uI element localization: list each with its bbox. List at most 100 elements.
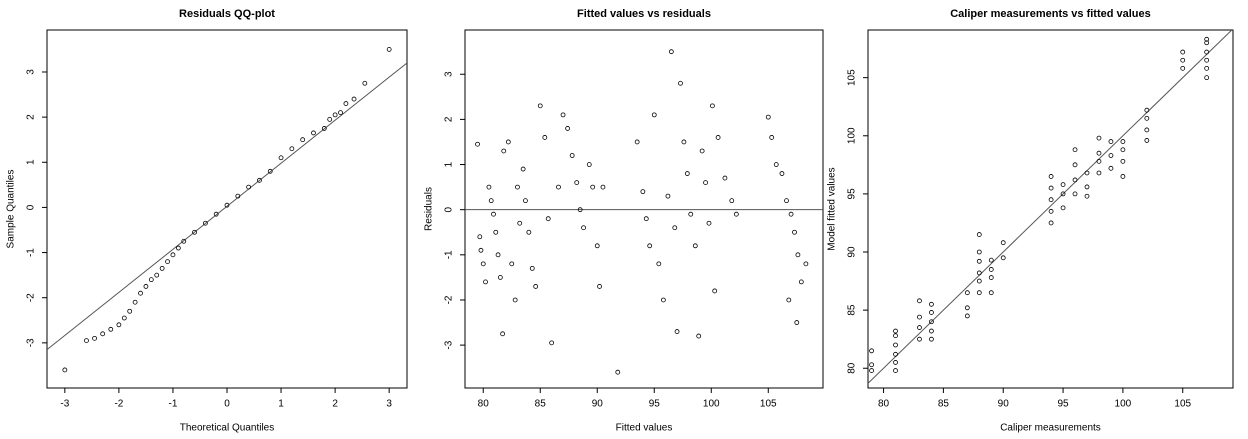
point: [224, 202, 230, 208]
point: [486, 184, 492, 190]
point: [917, 336, 922, 342]
point: [537, 103, 543, 109]
point: [1204, 36, 1210, 42]
x-tick-label: 80: [478, 399, 490, 410]
x-tick-label: 85: [938, 399, 950, 410]
point: [674, 329, 680, 334]
point: [893, 328, 898, 334]
point: [338, 110, 343, 116]
point: [493, 229, 499, 235]
point: [1048, 208, 1054, 214]
point: [684, 171, 690, 176]
point: [1084, 184, 1090, 190]
point: [710, 103, 715, 109]
point: [1180, 57, 1186, 63]
point: [917, 314, 922, 320]
chart-title: Fitted values vs residuals: [577, 8, 711, 20]
y-axis-label: Sample Quantiles: [6, 170, 17, 249]
point: [769, 135, 775, 140]
point: [798, 279, 804, 285]
point: [565, 126, 571, 131]
point: [1144, 107, 1150, 113]
point: [929, 328, 934, 334]
point: [327, 116, 333, 122]
point: [505, 139, 511, 145]
point: [509, 261, 515, 267]
point: [132, 299, 138, 305]
x-tick-label: 1: [278, 399, 284, 410]
point: [929, 336, 934, 342]
point: [988, 267, 994, 272]
point: [1048, 197, 1054, 203]
x-tick-label: 2: [332, 399, 338, 410]
point: [1048, 220, 1054, 226]
point: [733, 211, 739, 217]
point: [988, 275, 994, 280]
point: [267, 168, 273, 174]
point: [170, 252, 176, 258]
point: [501, 148, 507, 154]
x-tick-label: -1: [168, 399, 177, 410]
x-tick-label: 3: [386, 399, 392, 410]
point: [577, 207, 583, 213]
point: [1072, 177, 1078, 183]
point: [681, 139, 687, 145]
point: [1204, 57, 1210, 63]
point: [332, 112, 338, 118]
point: [138, 290, 143, 296]
y-tick-label: 100: [847, 127, 858, 144]
x-tick-label: 95: [1058, 399, 1070, 410]
point: [600, 184, 606, 190]
point: [1204, 65, 1210, 71]
point: [289, 146, 295, 152]
point: [321, 126, 327, 131]
point: [278, 155, 284, 161]
point: [84, 338, 89, 343]
point: [929, 310, 934, 315]
point: [488, 198, 494, 204]
point: [1180, 49, 1186, 55]
point: [976, 258, 982, 264]
point: [549, 340, 555, 346]
point: [893, 342, 898, 348]
point: [964, 305, 970, 311]
x-axis-label: Theoretical Quantiles: [180, 423, 275, 434]
point: [803, 261, 809, 267]
point: [715, 135, 721, 140]
point: [257, 177, 262, 183]
y-tick-label: 1: [444, 161, 455, 167]
point: [696, 333, 702, 339]
point: [765, 114, 771, 120]
point: [964, 290, 970, 296]
point: [1096, 158, 1102, 164]
point: [475, 141, 480, 147]
point: [1000, 240, 1006, 246]
point: [643, 216, 649, 222]
y-tick-label: -2: [444, 295, 455, 304]
point: [92, 335, 97, 341]
y-tick-label: 1: [26, 159, 37, 165]
panel: Caliper measurements vs fitted values Cal…: [827, 8, 1234, 434]
point: [343, 101, 349, 106]
point: [1084, 170, 1090, 176]
y-tick-label: 2: [26, 114, 37, 120]
point: [213, 211, 219, 217]
panel: Fitted values vs residuals Fitted values R…: [424, 8, 824, 434]
point: [703, 180, 708, 185]
point: [491, 211, 496, 217]
plot-frame: [464, 29, 824, 389]
x-tick-label: 95: [649, 399, 661, 410]
point: [121, 315, 127, 321]
point: [181, 238, 187, 244]
point: [722, 175, 728, 181]
chart-title: Caliper measurements vs fitted values: [950, 8, 1151, 20]
point: [1060, 182, 1066, 187]
y-tick-label: 0: [26, 204, 37, 210]
point: [640, 189, 646, 195]
point: [634, 139, 640, 145]
point: [1204, 49, 1210, 55]
point: [143, 284, 149, 289]
point: [917, 325, 922, 330]
point: [202, 220, 208, 226]
